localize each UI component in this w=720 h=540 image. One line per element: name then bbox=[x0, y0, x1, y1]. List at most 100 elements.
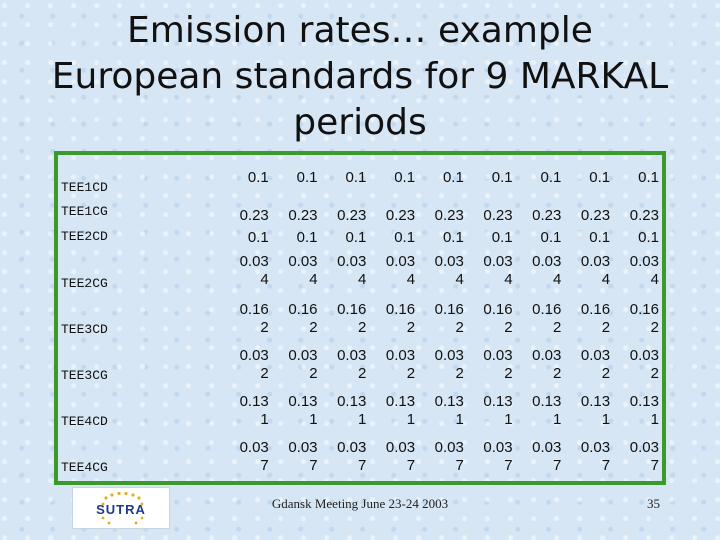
table-row: TEE1CD 0.1 0.1 0.1 0.1 0.1 0.1 0.1 0.1 0.1 bbox=[58, 155, 662, 201]
cell-value-part: 0.1 bbox=[296, 229, 318, 246]
cell-value-part: 0.03 bbox=[337, 253, 367, 270]
table-cell: 0.1 bbox=[516, 155, 565, 201]
cell-value-part: 0.13 bbox=[483, 393, 513, 410]
table-cell: 0.03 4 bbox=[613, 249, 662, 297]
cell-value-part: 0.1 bbox=[638, 169, 659, 186]
slide-footer: Gdansk Meeting June 23-24 2003 bbox=[271, 496, 449, 511]
cell-value-part: 2 bbox=[601, 319, 611, 336]
cell-value-part: 0.13 bbox=[434, 393, 464, 410]
table-cell: 0.23 bbox=[467, 201, 516, 225]
cell-value-part: 2 bbox=[601, 365, 611, 382]
cell-value-part: 0.16 bbox=[532, 301, 562, 318]
table-row: TEE3CD 0.16 2 0.16 2 0.16 2 0.16 2 0.16 2 0.16 2 0.16… bbox=[58, 297, 662, 343]
cell-value-part: 0.03 bbox=[483, 439, 513, 456]
table-row: TEE4CG 0.03 7 0.03 7 0.03 7 0.03 7 0.03 7 0.03 7 0.03… bbox=[58, 435, 662, 481]
row-label: TEE4CG bbox=[61, 460, 108, 475]
table-cell: 0.23 bbox=[369, 201, 418, 225]
table-cell: 0.13 1 bbox=[272, 389, 321, 435]
table-cell: 0.16 2 bbox=[223, 297, 272, 343]
cell-value-part: 1 bbox=[504, 411, 513, 428]
table-row: TEE1CG 0.23 0.23 0.23 0.23 0.23 0.23 0.23 0.23 0.… bbox=[58, 201, 662, 225]
table-cell: 0.13 1 bbox=[369, 389, 418, 435]
table-cell: 0.03 7 bbox=[369, 435, 418, 481]
cell-value-part: 7 bbox=[601, 457, 611, 474]
emission-table: TEE1CD 0.1 0.1 0.1 0.1 0.1 0.1 0.1 0.1 0.1 TEE1CG 0… bbox=[54, 151, 666, 485]
cell-value-part: 2 bbox=[650, 319, 659, 336]
cell-value-part: 0.16 bbox=[580, 301, 611, 318]
cell-value-part: 0.23 bbox=[239, 207, 269, 224]
cell-value-part: 0.1 bbox=[442, 169, 464, 186]
cell-value-part: 0.13 bbox=[629, 393, 659, 410]
cell-value-part: 4 bbox=[309, 271, 318, 288]
cell-value-part: 0.13 bbox=[580, 393, 611, 410]
table-cell: 0.03 2 bbox=[272, 343, 321, 389]
cell-value-part: 0.1 bbox=[394, 229, 416, 246]
table-cell: 0.23 bbox=[516, 201, 565, 225]
table-cell: 0.1 bbox=[564, 155, 613, 201]
cell-value-part: 0.03 bbox=[580, 253, 611, 270]
table-row: TEE2CG 0.03 4 0.03 4 0.03 4 0.03 4 0.03 4 0.03 4 0.03… bbox=[58, 249, 662, 297]
table-cell: 0.03 7 bbox=[223, 435, 272, 481]
cell-value-part: 0.16 bbox=[483, 301, 513, 318]
cell-value-part: 0.03 bbox=[532, 253, 562, 270]
cell-value-part: 0.1 bbox=[247, 169, 269, 186]
cell-value-part: 0.16 bbox=[434, 301, 464, 318]
cell-value-part: 4 bbox=[553, 271, 562, 288]
cell-value-part: 0.03 bbox=[385, 253, 416, 270]
table-cell: 0.1 bbox=[272, 155, 321, 201]
table-cell: 0.03 7 bbox=[418, 435, 467, 481]
cell-value-part: 0.1 bbox=[589, 229, 611, 246]
cell-value-part: 0.03 bbox=[629, 439, 659, 456]
cell-value-part: 0.1 bbox=[296, 169, 318, 186]
cell-value-part: 7 bbox=[309, 457, 318, 474]
table-cell: 0.03 4 bbox=[223, 249, 272, 297]
cell-value-part: 7 bbox=[357, 457, 367, 474]
cell-value-part: 1 bbox=[601, 411, 611, 428]
table-cell: 0.16 2 bbox=[418, 297, 467, 343]
cell-value-part: 2 bbox=[455, 319, 464, 336]
cell-value-part: 0.23 bbox=[434, 207, 464, 224]
table-cell: 0.1 bbox=[418, 155, 467, 201]
table-cell: 0.1 bbox=[467, 155, 516, 201]
cell-value-part: 0.03 bbox=[337, 347, 367, 364]
cell-value-part: 2 bbox=[504, 365, 513, 382]
cell-value-part: 2 bbox=[553, 365, 562, 382]
cell-value-part: 0.16 bbox=[239, 301, 269, 318]
cell-value-part: 4 bbox=[406, 271, 416, 288]
cell-value-part: 2 bbox=[260, 319, 269, 336]
cell-value-part: 0.03 bbox=[337, 439, 367, 456]
cell-value-part: 0.13 bbox=[288, 393, 318, 410]
cell-value-part: 4 bbox=[601, 271, 611, 288]
table-cell: 0.03 4 bbox=[321, 249, 370, 297]
cell-value-part: 0.1 bbox=[345, 229, 367, 246]
sutra-logo: SUTRA bbox=[72, 487, 170, 529]
cell-value-part: 2 bbox=[309, 365, 318, 382]
table-cell: 0.1 bbox=[223, 155, 272, 201]
table-cell: 0.16 2 bbox=[272, 297, 321, 343]
cell-value-part: 2 bbox=[357, 365, 367, 382]
cell-value-part: 0.03 bbox=[483, 253, 513, 270]
title-line-1: Emission rates… example bbox=[127, 10, 593, 51]
cell-value-part: 1 bbox=[406, 411, 416, 428]
table-cell: 0.1 bbox=[418, 225, 467, 249]
cell-value-part: 0.03 bbox=[385, 439, 416, 456]
cell-value-part: 0.16 bbox=[629, 301, 659, 318]
cell-value-part: 7 bbox=[260, 457, 269, 474]
table-cell: 0.1 bbox=[223, 225, 272, 249]
cell-value-part: 0.16 bbox=[385, 301, 416, 318]
cell-value-part: 0.03 bbox=[532, 347, 562, 364]
cell-value-part: 0.03 bbox=[385, 347, 416, 364]
cell-value-part: 0.23 bbox=[532, 207, 562, 224]
cell-value-part: 0.03 bbox=[434, 439, 464, 456]
cell-value-part: 2 bbox=[260, 365, 269, 382]
cell-value-part: 0.13 bbox=[239, 393, 269, 410]
row-label: TEE1CD bbox=[61, 180, 108, 195]
cell-value-part: 0.13 bbox=[532, 393, 562, 410]
cell-value-part: 0.03 bbox=[580, 347, 611, 364]
row-label: TEE2CG bbox=[61, 276, 108, 291]
table-cell: 0.1 bbox=[321, 155, 370, 201]
table-cell: 0.16 2 bbox=[613, 297, 662, 343]
row-label: TEE3CG bbox=[61, 368, 108, 383]
table-cell: 0.03 4 bbox=[369, 249, 418, 297]
cell-value-part: 0.23 bbox=[580, 207, 611, 224]
